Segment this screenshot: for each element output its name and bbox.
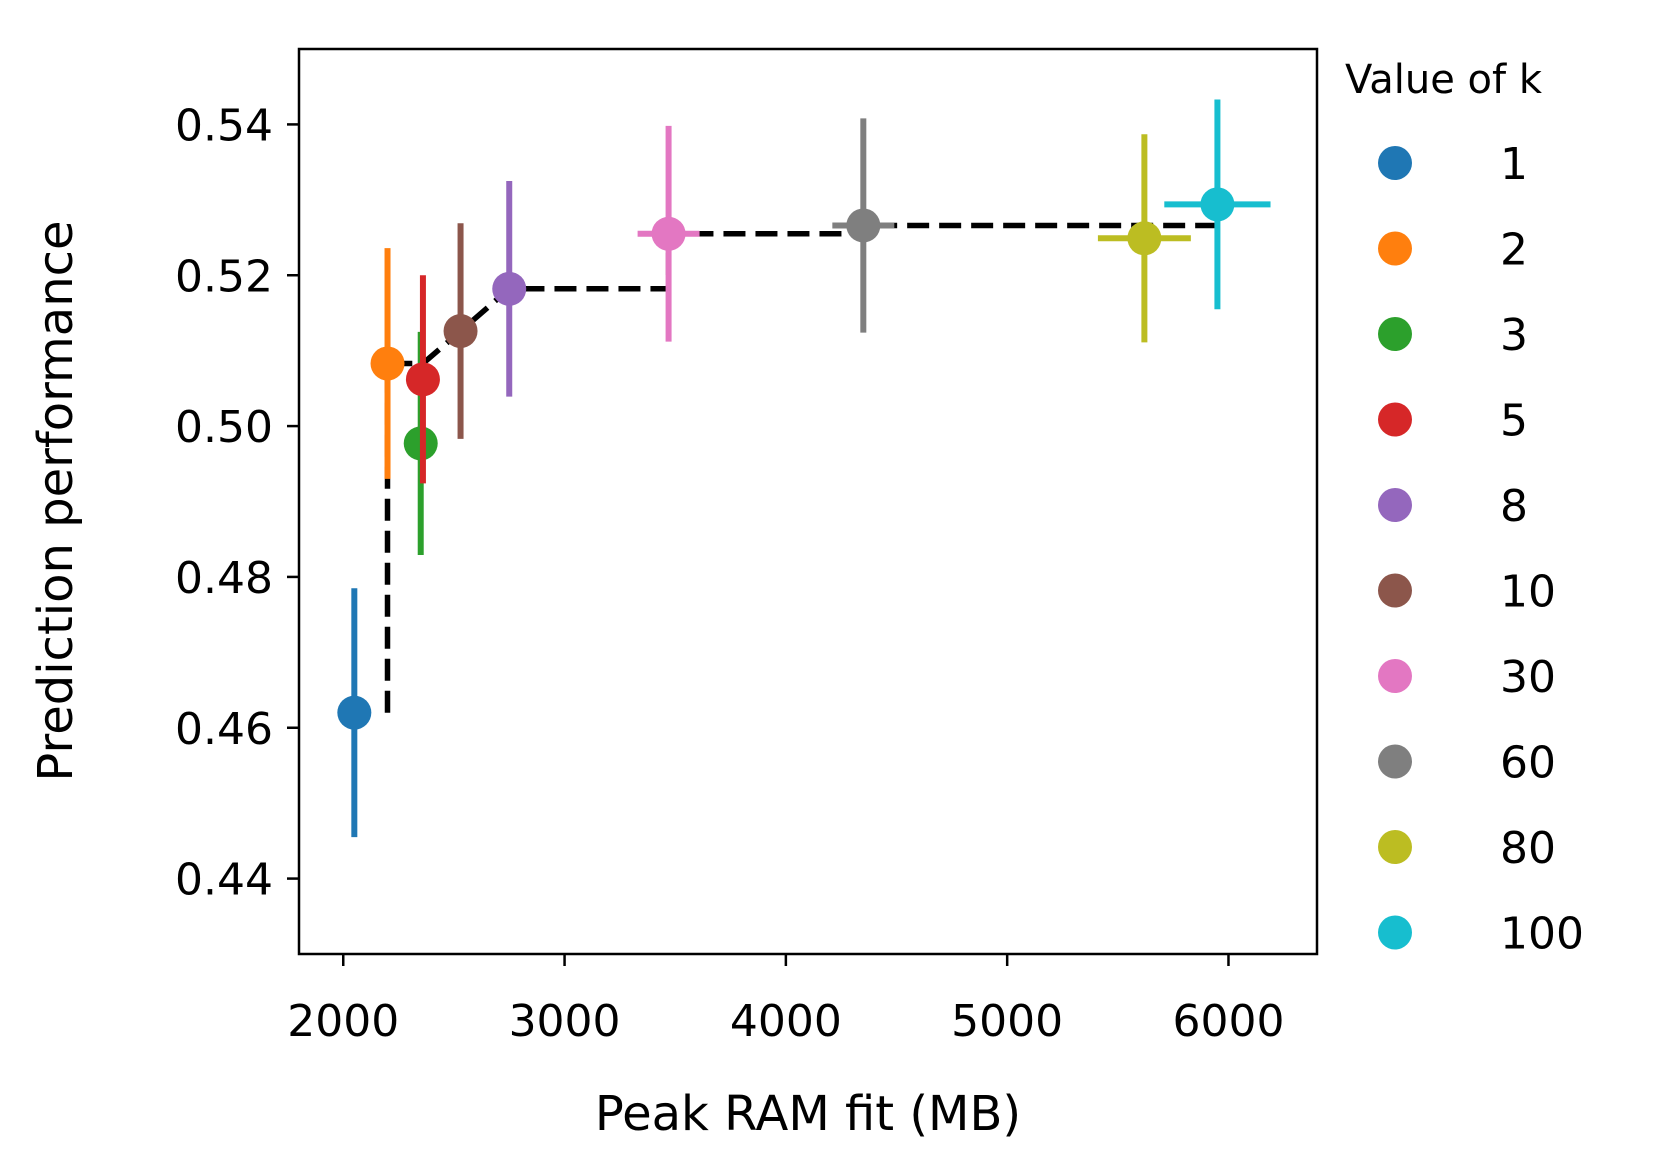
data-point xyxy=(405,362,440,397)
legend-label: 60 xyxy=(1500,738,1556,789)
series-k-60 xyxy=(832,118,895,333)
series-k-8 xyxy=(492,180,527,397)
legend-item: 1 xyxy=(1378,139,1528,190)
legend-item: 60 xyxy=(1378,738,1556,789)
legend-marker xyxy=(1378,830,1412,864)
legend-item: 2 xyxy=(1378,225,1528,276)
legend-marker xyxy=(1378,744,1412,779)
legend-label: 80 xyxy=(1500,823,1556,874)
series-k-1 xyxy=(337,588,372,838)
points-layer xyxy=(337,99,1271,838)
data-point xyxy=(443,314,478,349)
data-point xyxy=(492,271,527,306)
legend-label: 100 xyxy=(1500,909,1584,960)
series-k-100 xyxy=(1164,99,1271,310)
data-point xyxy=(337,695,372,730)
legend-item: 30 xyxy=(1378,652,1556,703)
series-k-80 xyxy=(1097,134,1191,343)
legend-label: 30 xyxy=(1500,652,1556,703)
data-point xyxy=(1200,187,1235,222)
y-axis: 0.44 0.46 0.48 0.50 0.52 0.54 xyxy=(175,100,299,906)
legend-marker xyxy=(1378,488,1412,522)
legend-label: 5 xyxy=(1500,396,1528,447)
series-k-2 xyxy=(370,248,405,479)
legend-label: 1 xyxy=(1500,139,1528,190)
data-point xyxy=(651,216,686,251)
data-point xyxy=(846,208,881,243)
x-tick-label: 5000 xyxy=(951,996,1063,1047)
legend-label: 8 xyxy=(1500,481,1528,532)
y-tick-label: 0.46 xyxy=(175,704,273,755)
legend: Value of k 1 2 3 5 8 10 30 60 80 100 xyxy=(1345,57,1584,960)
legend-item: 80 xyxy=(1378,823,1556,874)
legend-label: 10 xyxy=(1500,567,1556,618)
series-k-5 xyxy=(405,275,440,484)
y-tick-label: 0.44 xyxy=(175,855,273,906)
legend-marker xyxy=(1378,659,1412,693)
x-axis: 2000 3000 4000 5000 6000 xyxy=(287,954,1284,1047)
legend-label: 2 xyxy=(1500,225,1528,276)
legend-marker xyxy=(1378,231,1412,266)
legend-label: 3 xyxy=(1500,310,1528,361)
data-point xyxy=(1127,221,1162,256)
legend-item: 3 xyxy=(1378,310,1528,361)
y-tick-label: 0.50 xyxy=(175,402,273,453)
legend-item: 5 xyxy=(1378,396,1528,447)
legend-marker xyxy=(1378,146,1412,180)
y-tick-label: 0.52 xyxy=(175,251,273,302)
legend-item: 100 xyxy=(1378,909,1584,960)
legend-item: 8 xyxy=(1378,481,1528,532)
series-k-30 xyxy=(637,125,700,342)
x-tick-label: 6000 xyxy=(1172,996,1284,1047)
data-point xyxy=(370,346,405,381)
x-tick-label: 4000 xyxy=(730,996,842,1047)
legend-marker xyxy=(1378,402,1412,437)
legend-marker xyxy=(1378,317,1412,351)
x-tick-label: 2000 xyxy=(287,996,399,1047)
series-k-10 xyxy=(443,223,478,439)
legend-marker xyxy=(1378,573,1412,608)
y-axis-title: Prediction performance xyxy=(28,220,84,781)
y-tick-label: 0.48 xyxy=(175,553,273,604)
plot-frame xyxy=(297,47,1319,956)
legend-marker xyxy=(1378,915,1412,950)
legend-item: 10 xyxy=(1378,567,1556,618)
y-tick-label: 0.54 xyxy=(175,100,273,151)
x-axis-title: Peak RAM fit (MB) xyxy=(595,1086,1021,1142)
x-tick-label: 3000 xyxy=(509,996,621,1047)
legend-title: Value of k xyxy=(1345,57,1543,103)
legend-items: 1 2 3 5 8 10 30 60 80 100 xyxy=(1378,139,1584,960)
